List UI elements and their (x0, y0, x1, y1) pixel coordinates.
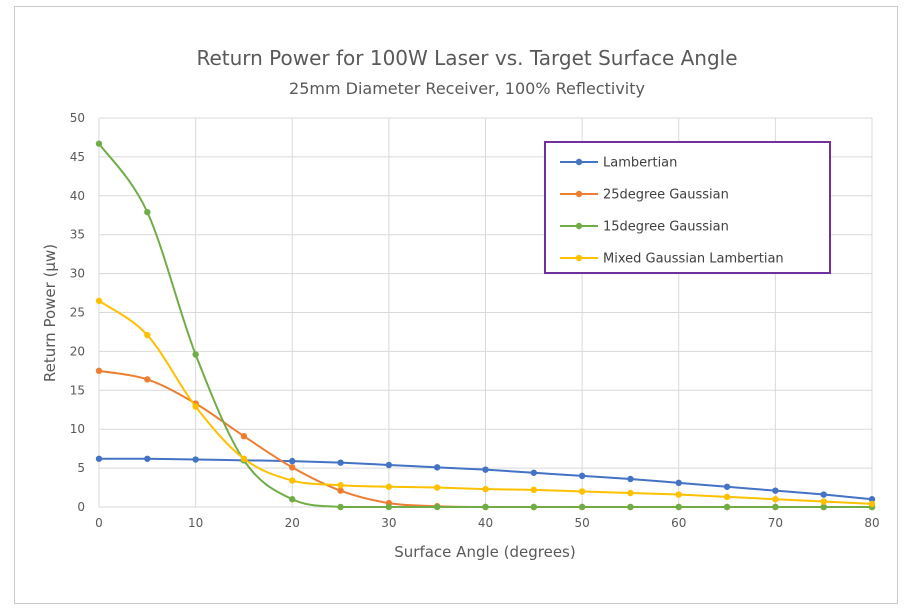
data-point (627, 489, 634, 497)
data-point (627, 503, 634, 511)
x-tick-label: 40 (478, 516, 493, 530)
legend-marker (575, 254, 583, 262)
legend-marker (575, 158, 583, 166)
data-point (578, 488, 586, 495)
data-point (240, 433, 248, 440)
data-point (433, 464, 441, 471)
data-point (289, 457, 296, 465)
legend-box (544, 141, 831, 274)
data-point (385, 461, 393, 469)
x-axis-label: Surface Angle (degrees) (394, 543, 575, 561)
line-chart: Return Power for 100W Laser vs. Target S… (41, 46, 880, 561)
data-point (95, 455, 103, 462)
data-point (482, 466, 489, 473)
data-point (772, 487, 779, 494)
y-tick-label: 50 (70, 111, 85, 125)
data-point (820, 503, 827, 511)
data-point (95, 297, 103, 305)
x-tick-label: 70 (768, 516, 783, 530)
data-point (433, 484, 441, 491)
legend-marker (575, 222, 583, 230)
data-point (337, 503, 344, 511)
data-point (627, 475, 634, 483)
y-tick-label: 15 (70, 383, 85, 397)
legend-label: Lambertian (603, 156, 677, 171)
axes: 0 10 20 30 40 50 60 70 80 0 5 10 15 20 25 30 35 40 45 50 (70, 111, 880, 530)
chart-title: Return Power for 100W Laser vs. Target S… (196, 46, 737, 70)
data-point (337, 487, 344, 494)
data-point (482, 485, 489, 493)
y-tick-label: 20 (70, 344, 85, 358)
data-point (820, 491, 827, 498)
data-point (289, 496, 296, 503)
x-tick-label: 10 (188, 516, 203, 530)
series-0 (95, 455, 876, 503)
data-point (868, 500, 876, 508)
data-point (482, 503, 489, 511)
data-point (675, 479, 682, 487)
y-tick-label: 25 (70, 306, 85, 320)
y-tick-label: 0 (77, 500, 85, 514)
series-2 (95, 140, 876, 511)
y-tick-label: 45 (70, 150, 85, 164)
data-point (385, 503, 393, 511)
legend: Lambertian 25degree Gaussian 15degree Gaus… (544, 141, 831, 274)
chart-subtitle: 25mm Diameter Receiver, 100% Reflectivit… (289, 79, 645, 98)
x-tick-label: 30 (381, 516, 396, 530)
data-point (433, 503, 441, 511)
x-tick-label: 0 (95, 516, 103, 530)
data-point (723, 483, 731, 490)
data-point (289, 464, 296, 471)
legend-entry: 15degree Gaussian (560, 220, 729, 235)
data-point (144, 376, 151, 383)
data-point (144, 455, 151, 462)
data-point (337, 459, 344, 466)
data-point (675, 503, 682, 511)
series-layer (95, 140, 876, 511)
chart-frame: Return Power for 100W Laser vs. Target S… (14, 6, 898, 604)
data-point (530, 469, 538, 476)
data-point (675, 491, 682, 498)
legend-entry: 25degree Gaussian (560, 188, 729, 203)
data-point (144, 208, 151, 216)
x-tick-label: 50 (574, 516, 589, 530)
data-point (723, 493, 731, 501)
series-3 (95, 297, 876, 508)
data-point (820, 498, 827, 505)
data-point (723, 503, 731, 511)
x-tick-label: 20 (285, 516, 300, 530)
x-tick-label: 60 (671, 516, 686, 530)
data-point (337, 482, 344, 489)
data-point (192, 351, 199, 358)
data-point (240, 455, 248, 462)
data-point (192, 403, 199, 410)
legend-label: 15degree Gaussian (603, 220, 729, 235)
legend-entry: Mixed Gaussian Lambertian (560, 252, 784, 267)
data-point (530, 503, 538, 511)
data-point (289, 477, 296, 484)
legend-marker (575, 190, 583, 198)
data-point (192, 456, 199, 463)
data-point (385, 483, 393, 490)
y-tick-label: 30 (70, 267, 85, 281)
data-point (578, 472, 586, 480)
y-tick-label: 5 (77, 461, 85, 475)
y-tick-label: 10 (70, 422, 85, 436)
legend-label: 25degree Gaussian (603, 188, 729, 203)
data-point (95, 367, 103, 375)
data-point (772, 496, 779, 503)
legend-label: Mixed Gaussian Lambertian (603, 252, 784, 267)
data-point (95, 140, 103, 147)
data-point (772, 503, 779, 511)
data-point (144, 331, 151, 339)
y-tick-label: 35 (70, 228, 85, 242)
legend-entry: Lambertian (560, 156, 677, 171)
x-tick-label: 80 (864, 516, 879, 530)
y-tick-label: 40 (70, 189, 85, 203)
data-point (530, 486, 538, 494)
data-point (868, 496, 876, 503)
y-axis-label: Return Power (μw) (41, 244, 59, 382)
data-point (578, 503, 586, 511)
